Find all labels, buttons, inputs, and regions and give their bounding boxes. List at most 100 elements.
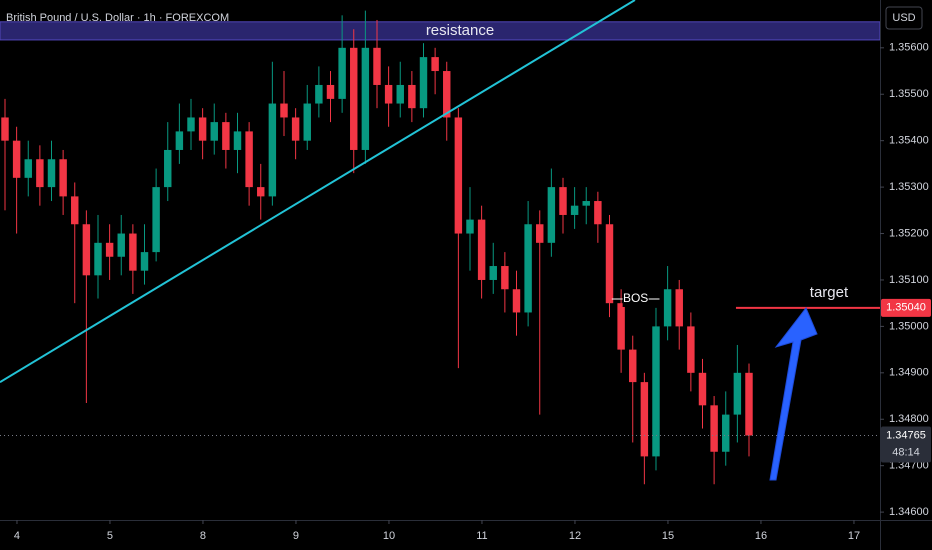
- candle-body: [605, 224, 614, 304]
- x-tick-label: 16: [755, 530, 767, 542]
- candle-body: [640, 382, 649, 457]
- candle-body: [303, 103, 311, 141]
- candle-body: [268, 103, 277, 197]
- candle-body: [547, 187, 556, 243]
- y-tick-label: 1.35400: [889, 135, 929, 147]
- candle-body: [582, 201, 590, 206]
- x-tick-label: 5: [107, 530, 113, 542]
- candle-body: [443, 71, 451, 118]
- bos-label-bg: [622, 291, 649, 307]
- currency[interactable]: USD: [892, 12, 915, 24]
- y-tick-label: 1.34600: [889, 506, 929, 518]
- last-price-box: [881, 426, 931, 463]
- candle-body: [222, 122, 230, 150]
- candle-body: [350, 47, 358, 150]
- plot-area: resistance BOS target: [0, 0, 881, 485]
- y-tick-label: 1.34700: [889, 460, 929, 472]
- target-label: target: [810, 284, 849, 301]
- candle-body: [245, 131, 253, 188]
- target-price-label: 1.35040: [886, 302, 926, 314]
- candle-body: [24, 159, 32, 178]
- candle-body: [105, 242, 114, 257]
- candle-body: [489, 266, 497, 280]
- x-tick-label: 12: [569, 530, 581, 542]
- candle-body: [710, 405, 718, 452]
- x-tick-label: 15: [662, 530, 674, 542]
- candle-body: [71, 196, 79, 225]
- resistance-label: resistance: [426, 22, 494, 39]
- candle-body: [652, 326, 660, 457]
- candle-body: [152, 187, 160, 253]
- candle-body: [338, 47, 346, 99]
- candle-body: [675, 289, 683, 327]
- candle-body: [501, 266, 509, 290]
- candle-body: [315, 84, 323, 104]
- last-price-label: 1.34765: [886, 429, 926, 441]
- y-tick-label: 1.35300: [889, 181, 929, 193]
- candle-body: [175, 131, 184, 150]
- candle-body: [408, 84, 416, 109]
- candle-body: [12, 140, 21, 178]
- candle-body: [129, 233, 137, 271]
- y-tick-label: 1.35600: [889, 42, 929, 54]
- candle-body: [733, 372, 742, 415]
- candle-body: [82, 224, 91, 276]
- x-tick-label: 10: [383, 530, 395, 542]
- candle-body: [117, 233, 125, 257]
- candle-body: [1, 117, 9, 141]
- candle-body: [524, 224, 532, 313]
- candle-body: [536, 224, 544, 243]
- y-tick-label: 1.35100: [889, 274, 929, 286]
- candle-body: [617, 303, 625, 350]
- candle-body: [280, 103, 288, 118]
- candle-body: [396, 84, 404, 104]
- candle-body: [326, 84, 335, 99]
- candle-body: [559, 187, 567, 215]
- candle-body: [722, 414, 730, 452]
- candle-body: [233, 131, 242, 150]
- candle-body: [477, 219, 486, 280]
- candle-body: [466, 219, 474, 234]
- candle-body: [164, 149, 172, 188]
- candle-body: [361, 47, 370, 150]
- x-tick-label: 8: [200, 530, 206, 542]
- candle-body: [59, 159, 67, 197]
- bos-label: BOS: [623, 291, 648, 305]
- candle-body: [291, 117, 300, 141]
- trend-line: [0, 0, 636, 383]
- target-price-box: [881, 298, 931, 317]
- candle-body: [745, 372, 753, 436]
- candle-body: [257, 187, 265, 197]
- candle-body: [594, 201, 602, 225]
- candle-body: [687, 326, 695, 373]
- candle-body: [210, 122, 218, 141]
- candle-body: [454, 117, 463, 234]
- candle-body: [431, 57, 439, 72]
- candle-body: [198, 117, 207, 141]
- x-tick-label: 4: [14, 530, 20, 542]
- x-tick-label: 11: [476, 530, 487, 542]
- x-tick-label: 17: [848, 530, 860, 542]
- countdown-label: 48:14: [892, 446, 920, 458]
- candle-body: [384, 84, 393, 104]
- candle-body: [570, 205, 579, 215]
- candle-body: [140, 252, 149, 271]
- candle-body: [512, 289, 521, 313]
- y-tick-label: 1.35200: [889, 227, 929, 239]
- arrow: [769, 307, 818, 481]
- chart-title: British Pound / U.S. Dollar · 1h · FOREX…: [6, 12, 229, 24]
- candle-body: [373, 47, 381, 85]
- candle-body: [36, 159, 44, 188]
- candle-body: [698, 372, 707, 406]
- y-tick-label: 1.34800: [889, 413, 929, 425]
- candle-body: [187, 117, 195, 132]
- candle-body: [629, 349, 637, 383]
- x-tick-label: 9: [293, 530, 299, 542]
- currency-box[interactable]: [885, 6, 923, 30]
- candle-body: [663, 289, 672, 327]
- candle-body: [47, 159, 56, 188]
- y-tick-label: 1.35000: [889, 320, 929, 332]
